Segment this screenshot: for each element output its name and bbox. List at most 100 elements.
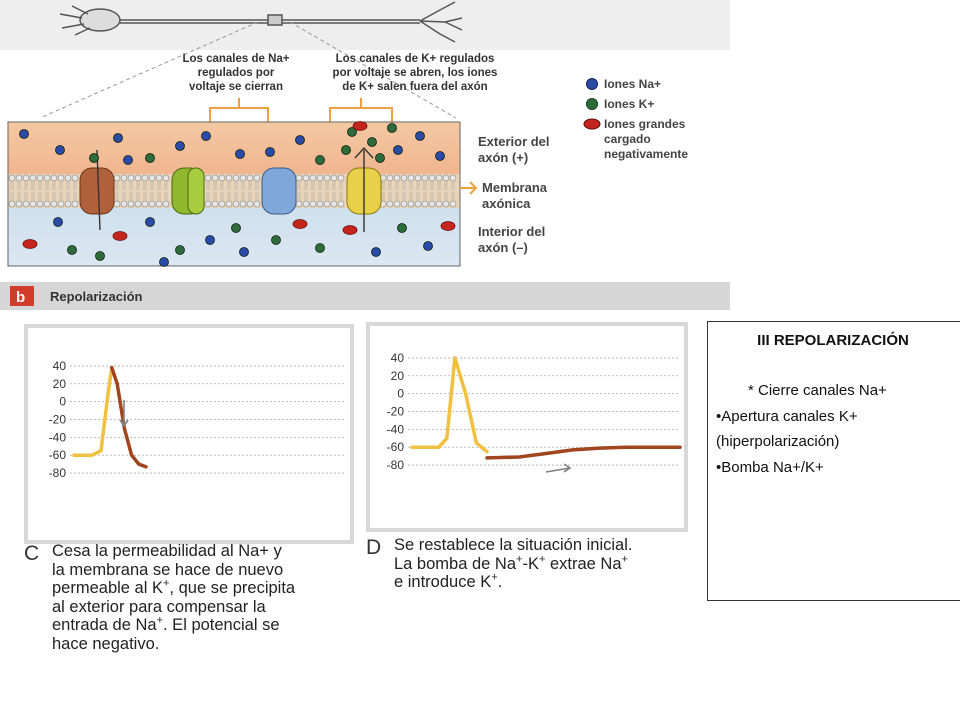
lipid-head bbox=[148, 174, 156, 182]
legend: Iones Na+ Iones K+ Iones grandes cargado… bbox=[583, 77, 688, 161]
lipid-tail bbox=[234, 181, 238, 201]
zoom-lines bbox=[39, 21, 457, 119]
svg-text:regulados por: regulados por bbox=[198, 67, 275, 79]
legend-na-ions: Iones Na+ bbox=[586, 77, 661, 91]
label-na-channels: Los canales de Na+ regulados por voltaje… bbox=[182, 53, 289, 93]
lipid-tail bbox=[220, 181, 224, 201]
chart-d: 40 20 0 -20 -40 -60 -80 bbox=[366, 322, 688, 532]
na-ion-icon bbox=[53, 217, 63, 227]
exterior-label: Exterior del axón (+) bbox=[478, 134, 550, 165]
lipid-head bbox=[435, 200, 443, 208]
lipid-tail bbox=[31, 181, 35, 201]
lipid-head bbox=[204, 200, 212, 208]
lipid-tail bbox=[129, 181, 133, 201]
caption-c: C Cesa la permeabilidad al Na+ y la memb… bbox=[24, 542, 364, 712]
membrane-diagram-svg: Los canales de Na+ regulados por voltaje… bbox=[0, 0, 730, 310]
caption-d-line: La bomba de Na+-K+ extrae Na+ bbox=[394, 553, 628, 573]
na-ion-icon bbox=[295, 135, 305, 145]
lipid-head bbox=[218, 174, 226, 182]
lipid-head bbox=[330, 200, 338, 208]
lipid-head bbox=[330, 174, 338, 182]
lipid-head bbox=[442, 200, 450, 208]
svg-text:Los canales de K+ regulados: Los canales de K+ regulados bbox=[336, 53, 495, 65]
ytick-label: -80 bbox=[49, 466, 67, 480]
svg-text:Membrana: Membrana bbox=[482, 180, 548, 195]
chart-c-yticks: 40 20 0 -20 -40 -60 -80 bbox=[49, 359, 67, 480]
lipid-head bbox=[15, 200, 23, 208]
ytick-label: 40 bbox=[391, 351, 405, 365]
lipid-head bbox=[253, 200, 261, 208]
lipid-tail bbox=[416, 181, 420, 201]
lipid-tail bbox=[45, 181, 49, 201]
lipid-head bbox=[162, 200, 170, 208]
lipid-head bbox=[127, 200, 135, 208]
lipid-tail bbox=[66, 181, 70, 201]
k-ion-icon bbox=[231, 223, 241, 233]
na-channel-inactivated bbox=[171, 167, 205, 215]
caption-d: D Se restablece la situación inicial. La… bbox=[366, 536, 696, 616]
lipid-head bbox=[400, 174, 408, 182]
note-item-pump: •Bomba Na+/K+ bbox=[716, 459, 824, 476]
lipid-tail bbox=[17, 181, 21, 201]
k-ion-icon bbox=[347, 127, 357, 137]
svg-text:Exterior del: Exterior del bbox=[478, 134, 550, 149]
lipid-head bbox=[113, 174, 121, 182]
membrane-arrow bbox=[460, 181, 478, 195]
lipid-head bbox=[71, 174, 79, 182]
k-ion-icon bbox=[175, 245, 185, 255]
k-ion-icon bbox=[375, 153, 385, 163]
ytick-label: 20 bbox=[391, 369, 405, 383]
lipid-head bbox=[442, 174, 450, 182]
lipid-head bbox=[57, 174, 65, 182]
ytick-label: -40 bbox=[49, 430, 67, 444]
lipid-head bbox=[134, 174, 142, 182]
lipid-head bbox=[246, 200, 254, 208]
caption-c-text: Cesa la permeabilidad al Na+ y la membra… bbox=[52, 542, 295, 653]
neuron-strip bbox=[0, 0, 730, 50]
anion-icon bbox=[22, 239, 38, 249]
svg-text:voltaje se cierran: voltaje se cierran bbox=[189, 81, 283, 93]
caption-c-letter: C bbox=[24, 542, 40, 565]
interior-region bbox=[8, 208, 460, 266]
caption-d-line: e introduce K+. bbox=[394, 571, 503, 591]
na-ion-icon bbox=[145, 217, 155, 227]
lipid-head bbox=[141, 174, 149, 182]
lipid-head bbox=[316, 200, 324, 208]
caption-c-line: entrada de Na+. El potencial se bbox=[52, 614, 280, 634]
lipid-head bbox=[414, 174, 422, 182]
caption-c-line: al exterior para compensar la bbox=[52, 597, 266, 616]
na-ion-icon bbox=[435, 151, 445, 161]
na-ion-icon bbox=[393, 145, 403, 155]
note-item-k-open: •Apertura canales K+ bbox=[716, 408, 858, 425]
lipid-head bbox=[155, 174, 163, 182]
lipid-head bbox=[155, 200, 163, 208]
lipid-tail bbox=[227, 181, 231, 201]
lipid-head bbox=[295, 200, 303, 208]
lipid-head bbox=[253, 174, 261, 182]
lipid-tail bbox=[143, 181, 147, 201]
potential-fall-line bbox=[110, 365, 148, 469]
na-ion-icon bbox=[235, 149, 245, 159]
lipid-tail bbox=[297, 181, 301, 201]
lipid-head bbox=[449, 174, 457, 182]
panel-letter-badge bbox=[10, 286, 34, 306]
svg-text:negativamente: negativamente bbox=[604, 147, 688, 161]
lipid-tail bbox=[122, 181, 126, 201]
lipid-head bbox=[22, 200, 30, 208]
lipid-head bbox=[29, 174, 37, 182]
neuron-sketch bbox=[59, 1, 463, 43]
lipid-head bbox=[232, 174, 240, 182]
na-ion-icon bbox=[19, 129, 29, 139]
lipid-tail bbox=[388, 181, 392, 201]
lipid-head bbox=[386, 174, 394, 182]
lipid-head bbox=[239, 174, 247, 182]
ytick-label: 20 bbox=[53, 377, 67, 391]
lipid-tail bbox=[164, 181, 168, 201]
note-item-hyperpolarization: (hiperpolarización) bbox=[716, 433, 840, 450]
lipid-tail bbox=[206, 181, 210, 201]
lipid-tail bbox=[115, 181, 119, 201]
label-k-channels: Los canales de K+ regulados por voltaje … bbox=[333, 53, 498, 93]
lipid-head bbox=[246, 174, 254, 182]
lipid-tail bbox=[339, 181, 343, 201]
lipid-head bbox=[8, 200, 16, 208]
